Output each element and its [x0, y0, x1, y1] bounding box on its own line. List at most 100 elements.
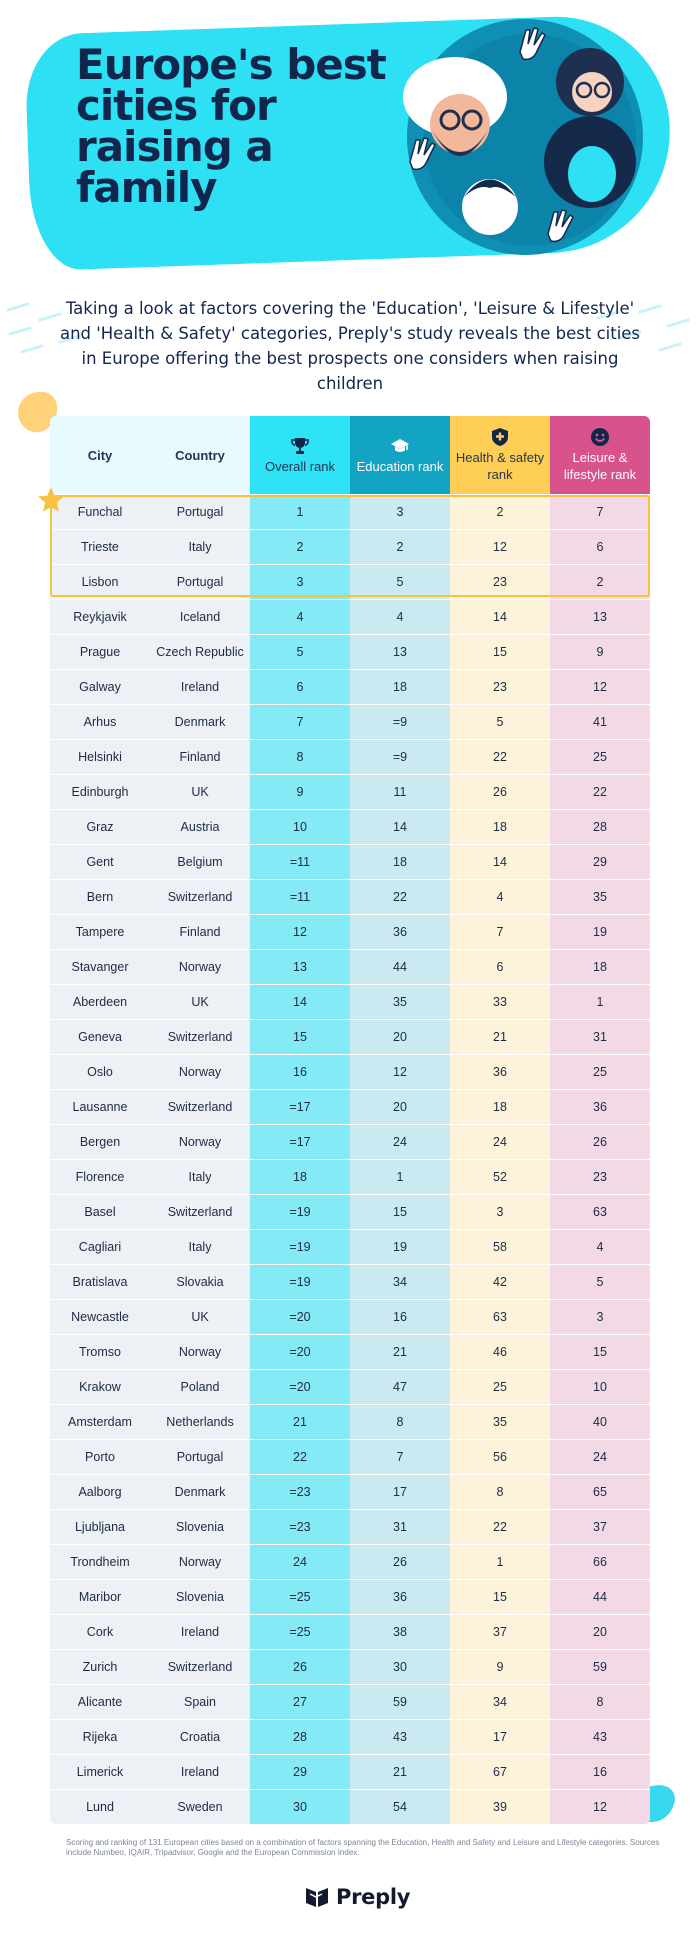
table-row: Cork Ireland =25 38 37 20	[50, 1614, 650, 1649]
cell-overall: 8	[250, 740, 350, 774]
smiley-icon	[591, 428, 609, 446]
cell-overall: 26	[250, 1650, 350, 1684]
cell-country: Portugal	[176, 1450, 224, 1464]
cell-leisure: 37	[550, 1510, 650, 1544]
cell-leisure: 40	[550, 1405, 650, 1439]
cell-health: 12	[450, 530, 550, 564]
cell-education: 20	[350, 1020, 450, 1054]
cell-education: 5	[350, 565, 450, 599]
table-row: Amsterdam Netherlands 21 8 35 40	[50, 1404, 650, 1439]
cell-overall: 18	[250, 1160, 350, 1194]
cell-health: 1	[450, 1545, 550, 1579]
cell-overall: 13	[250, 950, 350, 984]
cell-education: 3	[350, 495, 450, 529]
table-row: Tromso Norway =20 21 46 15	[50, 1334, 650, 1369]
cell-leisure: 16	[550, 1755, 650, 1789]
cell-leisure: 15	[550, 1335, 650, 1369]
cell-health: 63	[450, 1300, 550, 1334]
table-row: Limerick Ireland 29 21 67 16	[50, 1754, 650, 1789]
cell-leisure: 25	[550, 1055, 650, 1089]
cell-city: Graz	[86, 820, 114, 834]
cell-country: Switzerland	[167, 1205, 233, 1219]
cell-country: Slovakia	[176, 1275, 224, 1289]
cell-health: 36	[450, 1055, 550, 1089]
cell-leisure: 23	[550, 1160, 650, 1194]
cell-education: 38	[350, 1615, 450, 1649]
cell-leisure: 35	[550, 880, 650, 914]
cell-country: Italy	[188, 1240, 212, 1254]
cell-city: Newcastle	[71, 1310, 129, 1324]
table-row: Trondheim Norway 24 26 1 66	[50, 1544, 650, 1579]
cell-leisure: 4	[550, 1230, 650, 1264]
cell-country: Poland	[180, 1380, 220, 1394]
cell-overall: 28	[250, 1720, 350, 1754]
table-row: Funchal Portugal 1 3 2 7	[50, 494, 650, 529]
decorative-dashes	[6, 302, 690, 354]
cell-health: 18	[450, 810, 550, 844]
table-row: Bergen Norway =17 24 24 26	[50, 1124, 650, 1159]
cell-city: Florence	[75, 1170, 125, 1184]
table-row: Prague Czech Republic 5 13 15 9	[50, 634, 650, 669]
cell-leisure: 20	[550, 1615, 650, 1649]
cell-country: Portugal	[176, 575, 224, 589]
cell-country: Iceland	[179, 610, 221, 624]
cell-overall: 4	[250, 600, 350, 634]
cell-city: Amsterdam	[68, 1415, 132, 1429]
table-row: Ljubljana Slovenia =23 31 22 37	[50, 1509, 650, 1544]
column-header-leisure: Leisure & lifestyle rank	[550, 416, 650, 494]
cell-health: 26	[450, 775, 550, 809]
cell-education: 4	[350, 600, 450, 634]
cell-city: Galway	[79, 680, 121, 694]
cell-leisure: 44	[550, 1580, 650, 1614]
cell-education: 13	[350, 635, 450, 669]
cell-overall: =25	[250, 1580, 350, 1614]
cell-leisure: 18	[550, 950, 650, 984]
cell-city: Lund	[86, 1800, 114, 1814]
cell-city: Lausanne	[72, 1100, 128, 1114]
cell-country: Switzerland	[167, 1100, 233, 1114]
cell-overall: =17	[250, 1090, 350, 1124]
cell-city: Cagliari	[78, 1240, 122, 1254]
cell-health: 8	[450, 1475, 550, 1509]
cell-country: Denmark	[174, 715, 226, 729]
cell-country: Czech Republic	[156, 645, 244, 659]
cell-health: 67	[450, 1755, 550, 1789]
cell-country: Italy	[188, 1170, 212, 1184]
cell-country: Finland	[179, 750, 221, 764]
cell-health: 22	[450, 1510, 550, 1544]
cell-city: Aberdeen	[72, 995, 128, 1009]
cell-education: 20	[350, 1090, 450, 1124]
cell-education: 21	[350, 1755, 450, 1789]
cell-health: 52	[450, 1160, 550, 1194]
cell-education: 2	[350, 530, 450, 564]
cell-leisure: 13	[550, 600, 650, 634]
cell-country: Norway	[178, 1345, 222, 1359]
table-row: Tampere Finland 12 36 7 19	[50, 914, 650, 949]
cell-education: 12	[350, 1055, 450, 1089]
cell-education: 59	[350, 1685, 450, 1719]
cell-education: 14	[350, 810, 450, 844]
cell-city: Tromso	[79, 1345, 121, 1359]
cell-country: Switzerland	[167, 1660, 233, 1674]
cell-city: Oslo	[87, 1065, 113, 1079]
cell-overall: 16	[250, 1055, 350, 1089]
cell-overall: 6	[250, 670, 350, 704]
cell-education: 24	[350, 1125, 450, 1159]
cell-education: 18	[350, 845, 450, 879]
shield-cross-icon	[492, 428, 508, 446]
cell-health: 14	[450, 845, 550, 879]
cell-city: Ljubljana	[74, 1520, 126, 1534]
cell-education: 22	[350, 880, 450, 914]
preply-logo-icon	[306, 1888, 328, 1907]
cell-leisure: 9	[550, 635, 650, 669]
cell-overall: 9	[250, 775, 350, 809]
cell-leisure: 19	[550, 915, 650, 949]
cell-leisure: 65	[550, 1475, 650, 1509]
cell-health: 56	[450, 1440, 550, 1474]
cell-country: Netherlands	[166, 1415, 234, 1429]
cell-overall: 29	[250, 1755, 350, 1789]
table-row: Krakow Poland =20 47 25 10	[50, 1369, 650, 1404]
cell-education: 36	[350, 1580, 450, 1614]
cell-overall: 15	[250, 1020, 350, 1054]
cell-country: Portugal	[176, 505, 224, 519]
